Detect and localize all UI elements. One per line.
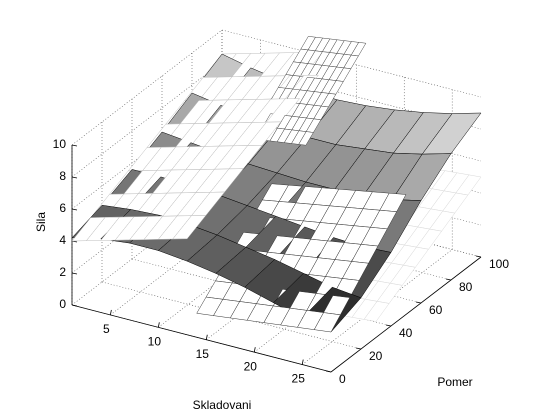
x-tick-label: 20 [244,359,258,373]
x-tick [205,334,208,340]
z-tick [71,208,78,211]
x-tick [301,359,304,365]
x-tick [157,322,160,328]
y-tick-label: 20 [369,349,383,363]
z-tick-label: 4 [59,233,66,247]
z-tick-label: 2 [59,265,66,279]
y-axis [330,256,482,373]
plane-patch [313,312,341,333]
z-tick-label: 8 [59,169,66,183]
y-tick [475,255,482,258]
x-axis [71,304,332,373]
z-tick [71,272,78,275]
y-tick [415,301,422,304]
z-tick [71,176,78,179]
grid-line [221,189,482,258]
grid-line [221,29,482,98]
z-tick [71,304,78,307]
y-axis-label: Pomer [437,375,472,389]
z-tick-label: 10 [53,137,67,151]
x-tick [109,309,112,316]
y-tick [355,347,362,350]
y-tick [445,278,452,281]
y-tick [385,324,392,327]
x-tick-label: 10 [148,335,162,349]
grid-line [101,281,362,350]
plane-patch [298,131,314,146]
y-tick-label: 80 [459,280,473,294]
z-axis-label: Sila [34,212,48,232]
y-tick-label: 60 [429,303,443,317]
y-tick [325,370,332,373]
y-tick-label: 0 [339,372,346,386]
plane-patch [172,215,207,240]
z-tick-label: 6 [59,201,66,215]
y-tick-label: 100 [489,257,509,271]
x-tick [253,347,256,353]
z-tick-label: 0 [59,297,66,311]
y-tick-label: 40 [399,326,413,340]
x-tick-label: 5 [103,322,110,336]
x-tick-label: 15 [196,347,210,361]
plane-patch [363,301,390,322]
x-axis-label: Skladovani [193,398,252,412]
x-tick-label: 25 [292,372,306,386]
z-tick [71,144,78,147]
